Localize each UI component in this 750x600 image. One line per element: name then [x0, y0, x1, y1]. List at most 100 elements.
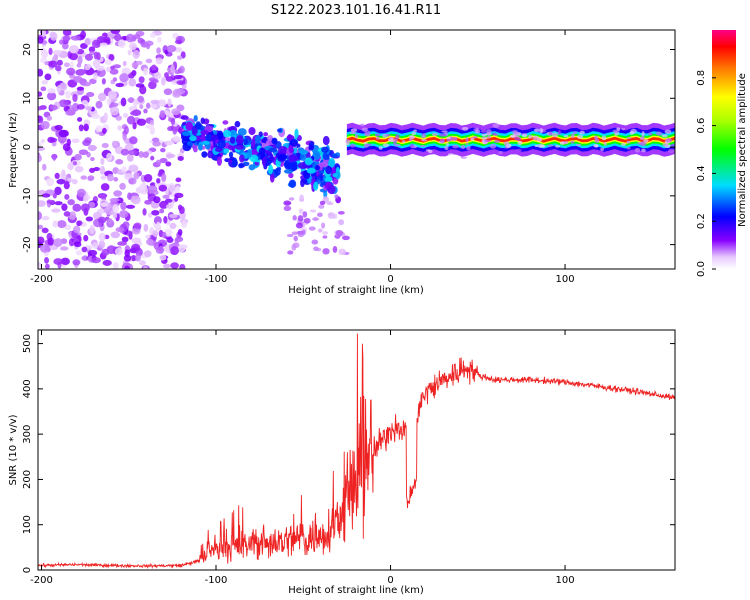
heatmap-cell [277, 128, 283, 133]
heatmap-cell [62, 42, 69, 50]
heatmap-cell [361, 127, 368, 132]
heatmap-cell [299, 153, 307, 161]
heatmap-cell [146, 43, 151, 50]
heatmap-cell [163, 216, 168, 224]
heatmap-cell [117, 125, 123, 131]
heatmap-cell [152, 230, 159, 238]
heatmap-cell [47, 88, 56, 94]
heatmap-cell [153, 196, 161, 204]
heatmap-cell [335, 170, 341, 180]
heatmap-cell [126, 115, 136, 125]
heatmap-cell [123, 254, 132, 262]
heatmap-cell [319, 200, 326, 206]
heatmap-cell [447, 153, 454, 156]
heatmap-cell [303, 217, 311, 224]
heatmap-cell [311, 239, 319, 245]
heatmap-cell [193, 146, 198, 153]
heatmap-cell [156, 221, 161, 230]
heatmap-cell [115, 159, 124, 165]
heatmap-cell [629, 131, 634, 135]
heatmap-cell [165, 153, 176, 158]
heatmap-cell [395, 134, 400, 140]
heatmap-cell [493, 140, 501, 143]
heatmap-cell [155, 57, 163, 65]
heatmap-cell [164, 140, 174, 146]
heatmap-cell [171, 108, 181, 116]
heatmap-cell [42, 163, 47, 171]
heatmap-xtick-label: -100 [205, 274, 228, 285]
snr-frame [37, 329, 676, 571]
heatmap-xlabel: Height of straight line (km) [288, 285, 424, 296]
heatmap-cell [484, 139, 491, 143]
heatmap-cell [290, 138, 298, 147]
heatmap-cell [133, 99, 138, 108]
heatmap-cell [177, 155, 184, 161]
heatmap-cell [127, 149, 138, 156]
heatmap-cell [481, 136, 488, 140]
heatmap-cell [178, 65, 185, 74]
heatmap-cell [214, 147, 223, 152]
heatmap-cell [143, 223, 149, 232]
heatmap-cell [112, 262, 119, 269]
heatmap-cell [147, 212, 153, 218]
heatmap-cell [313, 181, 319, 191]
heatmap-cell [480, 129, 487, 133]
heatmap-cell [73, 225, 81, 234]
heatmap-cell [55, 65, 62, 72]
heatmap-cell [68, 211, 77, 220]
heatmap-cell [77, 188, 86, 198]
colorbar-tick-label: 0.0 [696, 261, 707, 277]
heatmap-cell [38, 146, 46, 151]
snr-xtick-label: -200 [30, 575, 53, 586]
heatmap-cell [147, 185, 158, 194]
heatmap-cell [288, 197, 295, 201]
heatmap-cell [309, 209, 317, 213]
heatmap-cell [200, 117, 205, 125]
heatmap-cell [80, 43, 88, 50]
heatmap-cell [101, 78, 106, 85]
heatmap-cell [84, 64, 91, 71]
heatmap-cell [487, 135, 491, 139]
heatmap-cell [170, 64, 175, 73]
heatmap-ytick-label: -10 [22, 188, 33, 204]
heatmap-cell [332, 246, 338, 253]
heatmap-cell [439, 138, 445, 144]
heatmap-cell [481, 133, 487, 137]
heatmap-cell [313, 246, 319, 252]
heatmap-cell [174, 47, 183, 53]
heatmap-cell [413, 129, 417, 133]
heatmap-cell [250, 139, 256, 149]
snr-series-line [38, 333, 675, 570]
heatmap-cell [83, 123, 89, 132]
heatmap-cell [119, 182, 126, 190]
heatmap-cell [311, 217, 320, 221]
heatmap-cell [268, 164, 274, 175]
heatmap-cell [491, 132, 497, 136]
heatmap-cell [38, 200, 46, 207]
heatmap-cell [222, 129, 232, 138]
heatmap-cell [139, 260, 146, 266]
heatmap-cell [62, 30, 72, 36]
heatmap-cell [248, 127, 256, 136]
heatmap-cell [142, 151, 149, 158]
heatmap-cell [78, 149, 89, 156]
heatmap-cell [97, 216, 107, 224]
heatmap-cell [307, 178, 312, 184]
heatmap-cell [655, 131, 663, 136]
heatmap-cell [132, 34, 141, 40]
heatmap-cell [331, 153, 338, 158]
heatmap-cell [101, 142, 109, 149]
heatmap-cell [222, 120, 229, 125]
heatmap-cell [107, 90, 117, 100]
heatmap-cell [181, 131, 191, 137]
heatmap-cell [87, 175, 95, 181]
heatmap-cell [239, 154, 245, 163]
heatmap-cell [120, 97, 127, 107]
heatmap-cell [164, 72, 169, 79]
heatmap-cell [52, 50, 63, 55]
heatmap-cell [286, 135, 295, 141]
heatmap-cell [114, 33, 122, 42]
heatmap-cell [228, 151, 234, 158]
heatmap-cell [127, 97, 135, 103]
heatmap-cell [46, 199, 56, 204]
